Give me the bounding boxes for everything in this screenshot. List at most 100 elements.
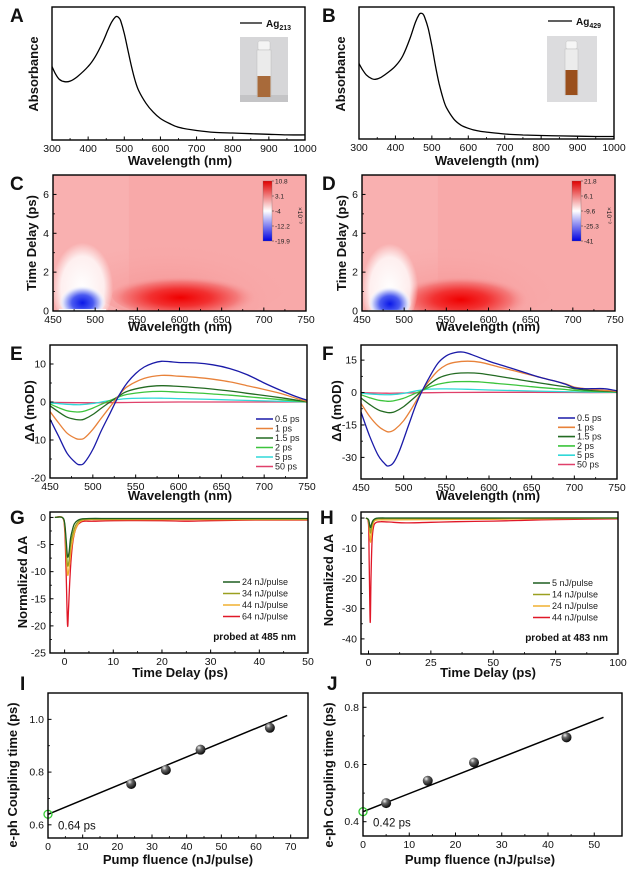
fit-line [362, 716, 604, 813]
colorbar-gradient [262, 180, 273, 242]
ylabel-B: Absorbance [333, 36, 348, 111]
x-tick-label: 500 [395, 482, 413, 494]
data-point [195, 744, 206, 755]
xlabel-D: Wavelength (nm) [436, 319, 540, 334]
y-tick-label: -25 [31, 648, 46, 660]
panel-label-J: J [327, 674, 338, 695]
x-tick-label: 50 [215, 841, 227, 853]
colorbar-label: -25.3 [584, 223, 599, 230]
data-point [561, 732, 572, 743]
panel-G: G 0 10 20 30 40 50 -25 -20 -15 -10 -5 0 24 nJ/pulse 3… [10, 508, 314, 680]
y-tick-label: 0 [351, 513, 357, 525]
x-tick-label: 750 [608, 482, 626, 494]
colorbar-label: 3.1 [275, 193, 284, 200]
plot-frame [49, 511, 309, 654]
legend-entry: 5 nJ/pulse [552, 578, 593, 588]
plot-frame [360, 511, 619, 655]
heatmap-absorption-peak [399, 274, 535, 311]
y-tick-label: 0 [40, 397, 46, 409]
x-tick-label: 450 [352, 482, 370, 494]
x-tick-label: 400 [387, 142, 405, 154]
ylabel-J: e-ph Coupling time (ps) [321, 702, 336, 847]
vial-cap [565, 40, 578, 50]
plot-frame [49, 344, 308, 479]
x-tick-label: 450 [44, 314, 62, 326]
series-line [361, 388, 617, 396]
panel-label-H: H [320, 508, 334, 529]
colorbar-label: -41 [584, 238, 594, 245]
x-tick-label: 0 [45, 841, 51, 853]
series-line [54, 516, 308, 577]
plot-frame [361, 174, 616, 312]
ylabel-I: e-ph Coupling time (ps) [5, 702, 20, 847]
panel-F: F 450 500 550 600 650 700 750 -30 -15 0 15 0.5 ps1 … [322, 344, 626, 503]
data-point [469, 757, 479, 768]
plot-frame [362, 692, 623, 837]
x-tick-label: 0 [366, 657, 372, 669]
x-tick-label: 500 [86, 314, 104, 326]
panel-D: D 450 500 550 600 650 700 750 0 2 4 6 21.8 6.1 -9.6 -2… [322, 174, 624, 334]
data-point [264, 722, 275, 733]
x-tick-label: 300 [350, 142, 368, 154]
y-tick-label: -40 [342, 633, 357, 645]
legend-entry: 0.5 ps [577, 413, 602, 423]
ylabel-E: ΔA (mOD) [22, 380, 37, 442]
x-tick-label: 30 [496, 839, 508, 851]
panel-E: E 450 500 550 600 650 700 750 -20 -10 0 10 0.5 ps1 … [10, 344, 316, 503]
legend-entry: 1.5 ps [275, 433, 300, 443]
plot-frame [47, 692, 309, 839]
colorbar-unit: ×10⁻³ [296, 207, 303, 224]
x-tick-label: 20 [111, 841, 123, 853]
x-tick-label: 1000 [602, 142, 626, 154]
plot-area-I: 0.64 ps 0 10 20 30 40 50 60 70 0.6 0.8 1.0 [29, 692, 309, 853]
x-tick-label: 10 [77, 841, 89, 853]
probe-annotation-H: probed at 483 nm [525, 633, 608, 644]
plot-frame [52, 174, 307, 312]
x-tick-label: 20 [450, 839, 462, 851]
series-line [50, 360, 307, 466]
panel-I: I 0.64 ps 0 10 20 30 40 50 60 70 0.6 0.8 1.0 e-ph C… [5, 674, 309, 867]
x-tick-label: 40 [542, 839, 554, 851]
x-tick-label: 10 [403, 839, 415, 851]
y-tick-label: -20 [31, 473, 46, 485]
x-tick-label: 100 [609, 657, 627, 669]
vial-solution [565, 70, 578, 95]
y-tick-label: 0.8 [29, 767, 44, 779]
legend-entry: 2 ps [275, 443, 293, 453]
y-tick-label: 0.6 [344, 759, 359, 771]
legend-entry: 0.5 ps [275, 414, 300, 424]
y-tick-label: -30 [342, 452, 357, 464]
x-tick-label: 700 [566, 482, 584, 494]
y-tick-label: 2 [43, 267, 49, 279]
colorbar: 21.8 6.1 -9.6 -25.3 -41 ×10⁻³ [571, 178, 612, 245]
y-tick-label: -20 [31, 620, 46, 632]
legend-entry: 34 nJ/pulse [242, 589, 288, 599]
x-tick-label: 75 [550, 657, 562, 669]
series-group [50, 360, 307, 466]
colorbar: 10.8 3.1 -4 -12.2 -19.9 ×10⁻³ [262, 178, 303, 245]
x-tick-label: 450 [353, 314, 371, 326]
x-tick-label: 650 [213, 481, 231, 493]
x-tick-label: 30 [146, 841, 158, 853]
data-point [126, 778, 137, 789]
panel-label-E: E [10, 344, 23, 365]
x-tick-label: 70 [285, 841, 297, 853]
ylabel-G: Normalized ΔA [15, 535, 30, 628]
plot-area-H: 0 25 50 75 100 -40 -30 -20 -10 0 5 nJ/pulse 14 nJ/p… [342, 511, 627, 669]
colorbar-label: 10.8 [275, 178, 288, 185]
series-line [54, 516, 308, 558]
x-tick-label: 600 [480, 482, 498, 494]
panel-J: J 0.42 ps 0 10 20 30 40 50 0.4 0.6 0.8 e-ph Coupl… [321, 674, 623, 867]
ylabel-C: Time Delay (ps) [24, 195, 39, 291]
legend-entry: 24 nJ/pulse [552, 601, 598, 611]
series-line [54, 516, 308, 567]
x-tick-label: 1000 [293, 143, 317, 155]
vial-photo-B [547, 36, 597, 102]
y-tick-label: -15 [342, 419, 357, 431]
xlabel-C: Wavelength (nm) [128, 319, 232, 334]
x-tick-label: 700 [564, 314, 582, 326]
y-tick-label: 0.8 [344, 702, 359, 714]
